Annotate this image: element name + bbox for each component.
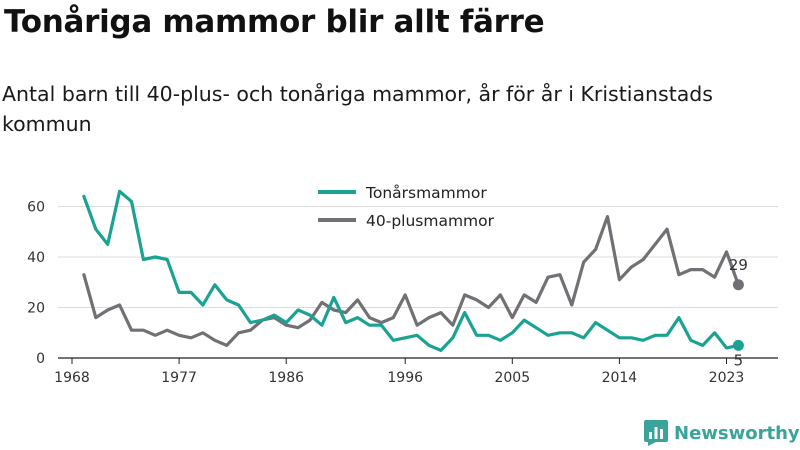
bar-chart-icon bbox=[644, 420, 668, 446]
x-tick-label: 1968 bbox=[54, 370, 90, 386]
y-tick-label: 0 bbox=[36, 351, 45, 367]
x-axis: 1968 1977 1986 1996 2005 2014 2023 bbox=[54, 357, 778, 386]
y-tick-label: 20 bbox=[27, 301, 45, 317]
x-tick-label: 1986 bbox=[268, 370, 304, 386]
legend-background bbox=[312, 181, 522, 203]
x-tick-label: 2005 bbox=[494, 370, 530, 386]
chart-subtitle: Antal barn till 40-plus- och tonåriga ma… bbox=[2, 82, 713, 136]
brand-name: Newsworthy bbox=[674, 422, 800, 444]
y-tick-label: 60 bbox=[27, 200, 45, 216]
x-tick-label: 1977 bbox=[161, 370, 197, 386]
legend: Tonårsmammor 40-plusmammor bbox=[312, 181, 522, 231]
end-value-label: 5 bbox=[734, 351, 744, 369]
y-axis-ticks: 0 20 40 60 bbox=[27, 200, 45, 368]
newsworthy-logo: Newsworthy bbox=[644, 420, 800, 446]
legend-label: Tonårsmammor bbox=[365, 184, 487, 202]
end-value-label: 29 bbox=[729, 256, 748, 274]
legend-label: 40-plusmammor bbox=[366, 212, 495, 230]
grid-lines bbox=[58, 206, 778, 308]
x-tick-label: 1996 bbox=[387, 370, 423, 386]
x-tick-label: 2014 bbox=[602, 370, 638, 386]
x-tick-label: 2023 bbox=[709, 370, 745, 386]
series-line-40-plusmammor bbox=[82, 215, 741, 347]
legend-background bbox=[312, 209, 522, 231]
chart-title: Tonåriga mammor blir allt färre bbox=[4, 4, 545, 40]
series-lines: 29 5 bbox=[82, 189, 748, 369]
y-tick-label: 40 bbox=[27, 250, 45, 266]
end-point-40-plusmammor bbox=[732, 279, 744, 291]
series-line-tonarsmammor bbox=[82, 189, 741, 352]
end-point-tonarsmammor bbox=[732, 339, 744, 351]
